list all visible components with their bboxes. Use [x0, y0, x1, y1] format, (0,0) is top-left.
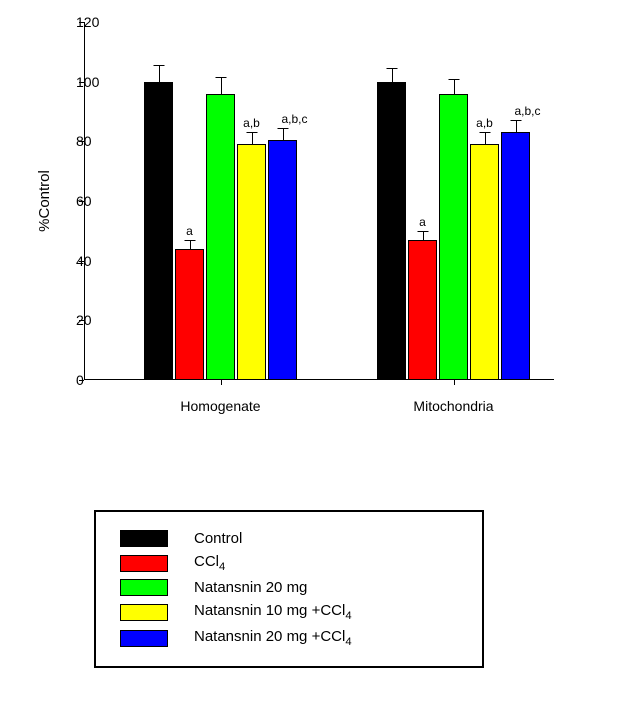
legend-box: Control CCl4 Natansnin 20 mg Natansnin 10 m…	[94, 510, 484, 668]
legend-label: Natansnin 20 mg +CCl4	[194, 628, 352, 648]
bar-annotation: a,b	[243, 116, 260, 130]
error-cap	[153, 65, 164, 66]
legend-row: Natansnin 20 mg +CCl4	[120, 628, 458, 648]
error-bar	[454, 79, 455, 94]
error-cap	[479, 132, 490, 133]
legend-swatch	[120, 579, 168, 596]
bar	[175, 249, 204, 380]
bar	[206, 94, 235, 380]
x-tick-label: Mitochondria	[413, 398, 493, 414]
x-tick-label: Homogenate	[180, 398, 260, 414]
error-cap	[417, 231, 428, 232]
bar	[501, 132, 530, 380]
legend-swatch	[120, 530, 168, 547]
bar-annotation: a,b,c	[281, 112, 307, 126]
y-axis-label: %Control	[36, 170, 53, 232]
error-bar	[283, 128, 284, 140]
legend-swatch	[120, 630, 168, 647]
error-bar	[190, 240, 191, 249]
error-bar	[516, 120, 517, 132]
bar-annotation: a,b	[476, 116, 493, 130]
error-cap	[184, 240, 195, 241]
error-bar	[485, 132, 486, 144]
bar	[237, 144, 266, 380]
bar	[470, 144, 499, 380]
error-bar	[252, 132, 253, 144]
legend-row: Natansnin 20 mg	[120, 579, 458, 596]
x-tick	[454, 380, 455, 385]
legend-swatch	[120, 604, 168, 621]
legend-row: Control	[120, 530, 458, 547]
legend-row: CCl4	[120, 553, 458, 573]
error-cap	[386, 68, 397, 69]
error-bar	[159, 65, 160, 81]
chart-plot-area: 020406080100120HomogenateMitochondriaaa,…	[84, 22, 554, 380]
y-tick-label: 120	[76, 14, 546, 30]
error-cap	[277, 128, 288, 129]
error-bar	[392, 68, 393, 81]
error-cap	[215, 77, 226, 78]
legend-label: CCl4	[194, 553, 225, 573]
bar	[408, 240, 437, 380]
error-cap	[448, 79, 459, 80]
bar-annotation: a	[419, 215, 426, 229]
error-bar	[221, 77, 222, 93]
error-cap	[510, 120, 521, 121]
legend-swatch	[120, 555, 168, 572]
bar	[268, 140, 297, 380]
legend-label: Natansnin 10 mg +CCl4	[194, 602, 352, 622]
x-tick	[221, 380, 222, 385]
legend-label: Natansnin 20 mg	[194, 579, 307, 596]
legend-row: Natansnin 10 mg +CCl4	[120, 602, 458, 622]
bar	[439, 94, 468, 380]
legend-label: Control	[194, 530, 242, 547]
error-cap	[246, 132, 257, 133]
bar	[144, 82, 173, 380]
error-bar	[423, 231, 424, 240]
bar-annotation: a	[186, 224, 193, 238]
bar-annotation: a,b,c	[514, 104, 540, 118]
bar	[377, 82, 406, 380]
